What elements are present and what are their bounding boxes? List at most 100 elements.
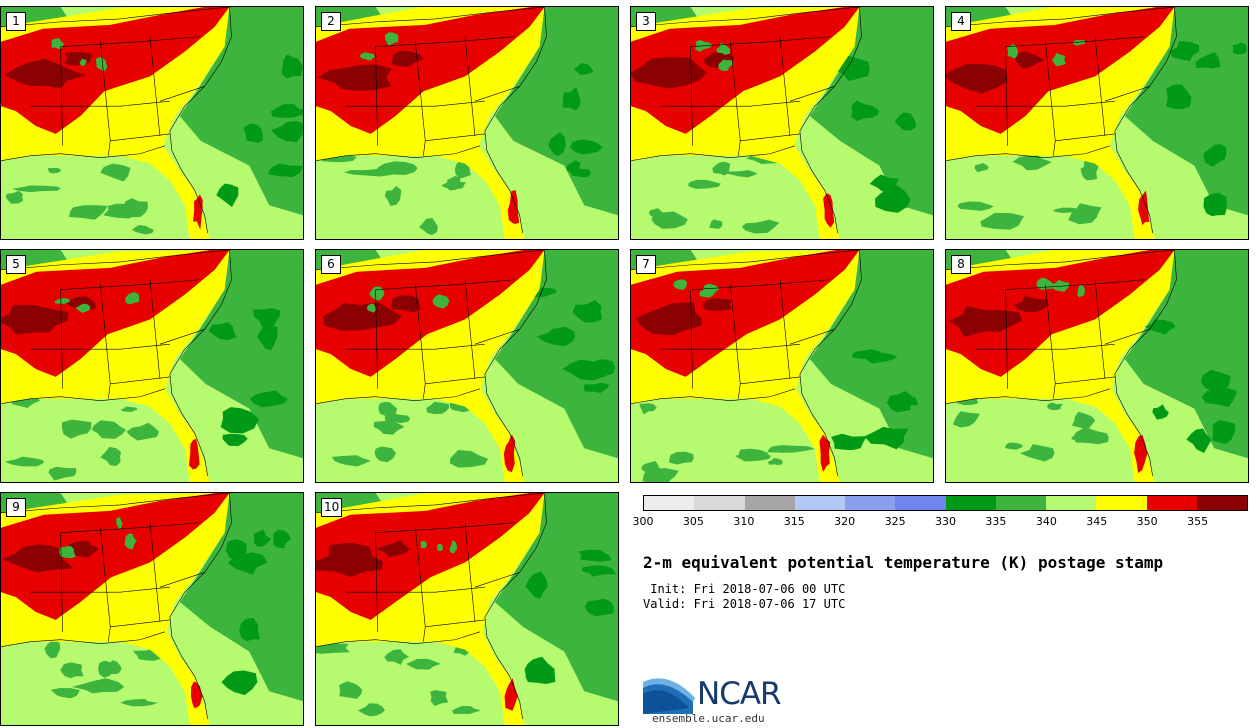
dark-green-patch [273, 529, 292, 549]
gulf-green-patch [669, 451, 694, 465]
green-island [1077, 284, 1086, 298]
ncar-logo-mark-icon [643, 678, 695, 714]
gulf-green-patch [72, 678, 125, 694]
state-border [110, 619, 170, 628]
state-border [1094, 279, 1106, 379]
green-island [420, 541, 428, 549]
member-panel: 8 [945, 249, 1249, 483]
state-border [345, 100, 485, 107]
state-border [660, 100, 800, 107]
colorbar-tick-label: 320 [834, 515, 856, 528]
state-border [946, 388, 1111, 404]
dark-green-patch [1203, 192, 1228, 217]
atlantic-green-region [494, 7, 618, 216]
state-border [660, 343, 800, 350]
colorbar-swatch [1046, 496, 1097, 510]
member-map [316, 250, 618, 482]
dark-green-patch [581, 565, 617, 577]
dark-red-core [4, 58, 86, 89]
gulf-green-patch [1012, 154, 1052, 171]
gulf-green-patch [126, 422, 160, 441]
member-number-label: 5 [6, 255, 26, 274]
state-border [425, 376, 485, 385]
state-border [464, 279, 476, 379]
gulf-green-patch [61, 419, 92, 439]
state-border [1055, 133, 1115, 142]
state-border [799, 250, 862, 477]
dark-green-patch [1212, 420, 1236, 444]
dark-green-patch [572, 300, 603, 323]
state-border [946, 250, 1175, 271]
gulf-green-patch [120, 698, 158, 707]
figure-title: 2-m equivalent potential temperature (K)… [643, 553, 1164, 572]
gulf-green-patch [331, 455, 371, 467]
state-border [1055, 376, 1115, 385]
state-border [375, 279, 515, 290]
colorbar-tick-label: 350 [1136, 515, 1158, 528]
green-island [124, 533, 137, 550]
state-border [375, 522, 515, 533]
colorbar [643, 495, 1248, 511]
state-border [60, 532, 63, 632]
state-border [1005, 289, 1008, 389]
state-border [110, 133, 170, 142]
state-border [730, 41, 741, 156]
colorbar-swatch [744, 496, 795, 510]
state-border [690, 46, 693, 146]
gulf-green-patch [651, 211, 688, 229]
atlantic-green-region [494, 493, 618, 702]
member-map [946, 250, 1248, 482]
state-border [159, 329, 205, 345]
state-border [415, 41, 426, 156]
green-island [716, 42, 731, 55]
gulf-green-patch [44, 638, 61, 659]
member-map [316, 7, 618, 239]
state-border [425, 619, 485, 628]
member-map [1, 250, 303, 482]
green-island [673, 279, 687, 290]
gulf-green-patch [767, 445, 815, 453]
dark-red-core [1, 304, 69, 335]
gulf-green-patch [374, 446, 396, 463]
state-border [345, 343, 485, 350]
gulf-green-patch [974, 162, 989, 173]
colorbar-swatch [845, 496, 896, 510]
state-border [60, 522, 200, 533]
colorbar-swatch [1196, 496, 1247, 510]
green-island [116, 516, 123, 530]
gulf-green-patch [11, 185, 61, 193]
atlantic-green-region [1124, 250, 1248, 459]
dark-red-patch [391, 50, 424, 67]
member-panel: 1 [0, 6, 304, 240]
gulf-green-patch [378, 401, 398, 417]
gulf-green-patch [60, 662, 84, 679]
gulf-green-patch [738, 448, 769, 458]
dark-red-core [636, 302, 703, 336]
gulf-green-patch [406, 658, 441, 670]
dark-red-patch [1014, 296, 1049, 313]
dark-green-patch [239, 618, 260, 642]
dark-green-patch [525, 571, 548, 599]
dark-green-patch [562, 359, 609, 381]
green-island [432, 294, 450, 309]
member-map [1, 7, 303, 239]
dark-red-core [1, 544, 74, 573]
gulf-green-patch [124, 198, 149, 218]
member-number-label: 3 [636, 12, 656, 31]
member-panel: 5 [0, 249, 304, 483]
gulf-green-patch [426, 401, 450, 415]
state-border [1005, 279, 1145, 290]
member-number-label: 10 [321, 498, 343, 517]
gulf-green-patch [450, 449, 489, 468]
colorbar-tick-label: 310 [733, 515, 755, 528]
gulf-green-patch [419, 218, 438, 236]
green-island [1007, 44, 1019, 59]
gulf-green-patch [4, 456, 45, 467]
dark-green-patch [562, 86, 581, 111]
state-border [1, 388, 166, 404]
state-border [946, 145, 1111, 161]
colorbar-tick-label: 335 [985, 515, 1007, 528]
state-border [631, 388, 796, 404]
green-island [79, 58, 87, 66]
gulf-green-patch [1046, 402, 1064, 411]
